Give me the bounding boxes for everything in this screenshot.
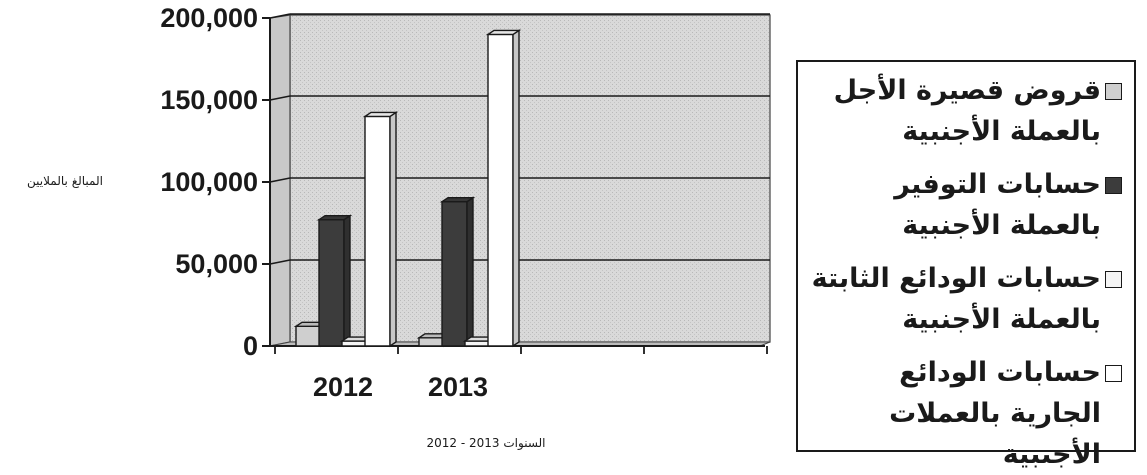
chart: 0 50,000 100,000 150,000 200,000 2012 2013 ال… [27,3,771,451]
x-axis-label: السنوات 2013 - 2012 [426,436,545,451]
gridline [269,259,291,265]
legend-item-current-deposits: حسابات الودائع الجارية بالعملات الأجنبية [804,352,1122,475]
y-tick-label: 50,000 [175,249,258,279]
legend-label-savings-accounts: حسابات التوفير بالعملة الأجنبية [894,169,1101,241]
legend-item-fixed-deposits: حسابات الودائع الثابتة بالعملة الأجنبية [804,258,1122,340]
bar [485,29,522,348]
legend-swatch-fixed-deposits [1105,271,1122,288]
legend-item-savings-accounts: حسابات التوفير بالعملة الأجنبية [804,164,1122,246]
legend-label-fixed-deposits: حسابات الودائع الثابتة بالعملة الأجنبية [811,263,1101,335]
y-tick-label: 0 [243,331,258,361]
bar [362,111,399,348]
legend-item-short-term-loans: قروض قصيرة الأجل بالعملة الأجنبية [804,70,1122,152]
y-tick-label: 100,000 [160,167,258,197]
y-tick-label: 150,000 [160,85,258,115]
legend-swatch-short-term-loans [1105,83,1122,100]
legend: قروض قصيرة الأجل بالعملة الأجنبية حسابات… [796,60,1136,470]
gridline [269,13,291,19]
y-tick-label: 200,000 [160,3,258,33]
legend-label-short-term-loans: قروض قصيرة الأجل بالعملة الأجنبية [833,75,1101,147]
x-category-label: 2012 [313,372,373,402]
legend-swatch-savings-accounts [1105,177,1122,194]
legend-label-current-deposits: حسابات الودائع الجارية بالعملات الأجنبية [889,357,1101,470]
x-category-label: 2013 [428,372,488,402]
gridline [269,177,291,183]
y-axis-label: المبالغ بالملايين [27,174,103,189]
gridline [269,95,291,101]
bar [439,196,476,348]
bar [316,214,353,348]
legend-swatch-current-deposits [1105,365,1122,382]
